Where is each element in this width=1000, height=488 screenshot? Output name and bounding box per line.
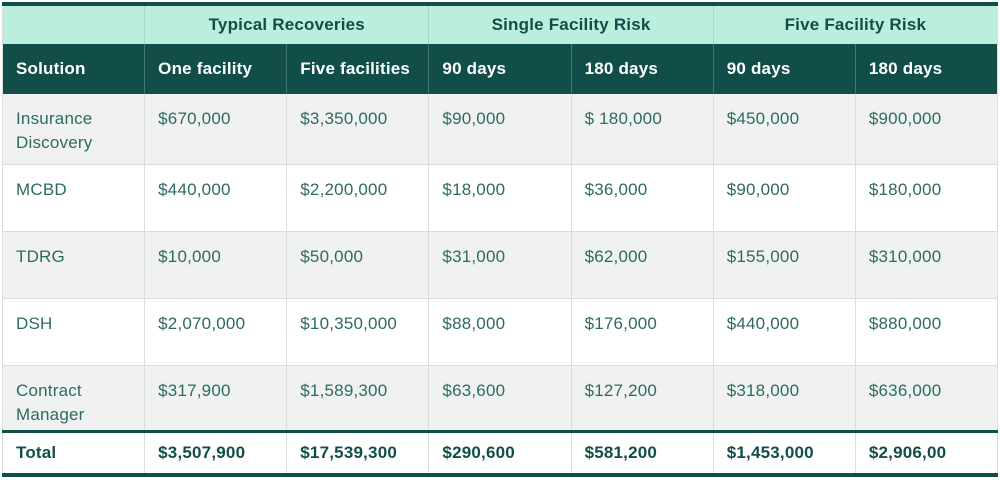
cell-value: $ 180,000: [570, 94, 714, 164]
cell-value: $62,000: [570, 230, 714, 298]
column-header-90-days-single: 90 days: [428, 44, 572, 94]
cell-value: $90,000: [712, 163, 856, 231]
cell-value: $127,200: [570, 364, 714, 431]
cell-value: $3,350,000: [286, 94, 429, 164]
total-value: $2,906,00: [854, 429, 998, 475]
cell-value: $176,000: [570, 297, 714, 365]
cell-value: $180,000: [854, 163, 998, 231]
cell-value: $900,000: [854, 94, 998, 164]
column-header-180-days-five: 180 days: [854, 44, 998, 94]
column-header-five-facilities: Five facilities: [286, 44, 429, 94]
total-value: $581,200: [570, 429, 714, 475]
cell-value: $636,000: [854, 364, 998, 431]
cell-value: $18,000: [428, 163, 572, 231]
cell-value: $317,900: [144, 364, 287, 431]
row-label: Insurance Discovery: [16, 109, 93, 152]
row-label: Contract Manager: [2, 364, 145, 431]
table-row-dsh: DSH $2,070,000 $10,350,000 $88,000 $176,…: [2, 297, 998, 365]
cell-value: $1,589,300: [286, 364, 429, 431]
column-header-one-facility: One facility: [144, 44, 287, 94]
column-header-180-days-single: 180 days: [570, 44, 714, 94]
cell-value: $155,000: [712, 230, 856, 298]
total-row: Total $3,507,900 $17,539,300 $290,600 $5…: [2, 429, 998, 475]
cell-value: $440,000: [712, 297, 856, 365]
cell-value: $440,000: [144, 163, 287, 231]
cell-value: $63,600: [428, 364, 572, 431]
total-value: $3,507,900: [144, 429, 287, 475]
group-header-typical-recoveries: Typical Recoveries: [144, 4, 429, 44]
cell-value: $670,000: [144, 94, 287, 164]
cell-value: $36,000: [570, 163, 714, 231]
column-header-90-days-five: 90 days: [712, 44, 856, 94]
cell-value: $2,200,000: [286, 163, 429, 231]
cell-value: $310,000: [854, 230, 998, 298]
cell-value: $318,000: [712, 364, 856, 431]
cell-value: $2,070,000: [144, 297, 287, 365]
cell-value: $88,000: [428, 297, 572, 365]
cell-value: $880,000: [854, 297, 998, 365]
group-header-row: Typical Recoveries Single Facility Risk …: [2, 4, 998, 44]
cell-value: $31,000: [428, 230, 572, 298]
column-header-solution: Solution: [16, 59, 86, 78]
table-row-insurance-discovery: Insurance Discovery $670,000 $3,350,000 …: [2, 94, 998, 164]
cell-value: $10,000: [144, 230, 287, 298]
total-label: Total: [2, 429, 145, 475]
table-row-tdrg: TDRG $10,000 $50,000 $31,000 $62,000 $15…: [2, 230, 998, 298]
total-value: $1,453,000: [712, 429, 856, 475]
cell-value: $90,000: [428, 94, 572, 164]
group-header-five-facility-risk: Five Facility Risk: [712, 4, 998, 44]
cell-value: $50,000: [286, 230, 429, 298]
column-header-row: Solution One facility Five facilities 90…: [2, 44, 998, 94]
total-value: $290,600: [428, 429, 572, 475]
table-row-contract-manager: Contract Manager $317,900 $1,589,300 $63…: [2, 364, 998, 431]
cell-value: $10,350,000: [286, 297, 429, 365]
corner-cell: [3, 4, 145, 44]
row-label: TDRG: [2, 230, 145, 298]
total-value: $17,539,300: [286, 429, 429, 475]
row-label: MCBD: [2, 163, 145, 231]
row-label: DSH: [2, 297, 145, 365]
group-header-single-facility-risk: Single Facility Risk: [428, 4, 714, 44]
cell-value: $450,000: [712, 94, 856, 164]
table-row-mcbd: MCBD $440,000 $2,200,000 $18,000 $36,000…: [2, 163, 998, 231]
recovery-risk-table: Typical Recoveries Single Facility Risk …: [2, 2, 998, 477]
